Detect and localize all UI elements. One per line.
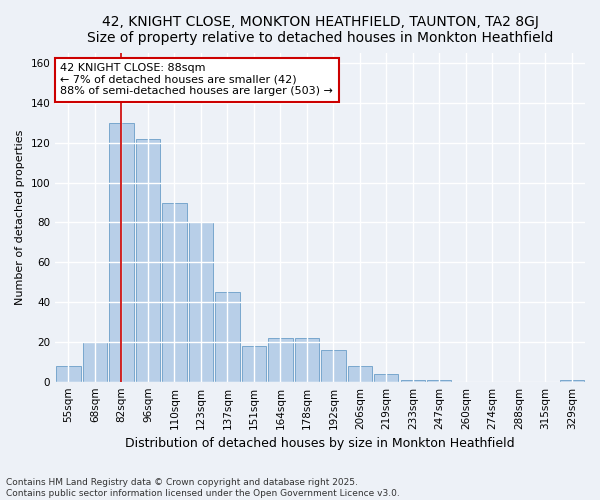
Bar [56, 366, 80, 382]
Bar [374, 374, 398, 382]
Bar [162, 202, 187, 382]
Bar [321, 350, 346, 382]
X-axis label: Distribution of detached houses by size in Monkton Heathfield: Distribution of detached houses by size … [125, 437, 515, 450]
Bar [427, 380, 451, 382]
Bar [83, 342, 107, 382]
Bar [268, 338, 293, 382]
Bar [109, 123, 134, 382]
Bar [136, 139, 160, 382]
Bar [560, 380, 584, 382]
Bar [347, 366, 372, 382]
Title: 42, KNIGHT CLOSE, MONKTON HEATHFIELD, TAUNTON, TA2 8GJ
Size of property relative: 42, KNIGHT CLOSE, MONKTON HEATHFIELD, TA… [87, 15, 553, 45]
Text: Contains HM Land Registry data © Crown copyright and database right 2025.
Contai: Contains HM Land Registry data © Crown c… [6, 478, 400, 498]
Text: 42 KNIGHT CLOSE: 88sqm
← 7% of detached houses are smaller (42)
88% of semi-deta: 42 KNIGHT CLOSE: 88sqm ← 7% of detached … [61, 63, 334, 96]
Bar [188, 222, 213, 382]
Bar [242, 346, 266, 382]
Bar [215, 292, 239, 382]
Y-axis label: Number of detached properties: Number of detached properties [15, 130, 25, 305]
Bar [295, 338, 319, 382]
Bar [401, 380, 425, 382]
